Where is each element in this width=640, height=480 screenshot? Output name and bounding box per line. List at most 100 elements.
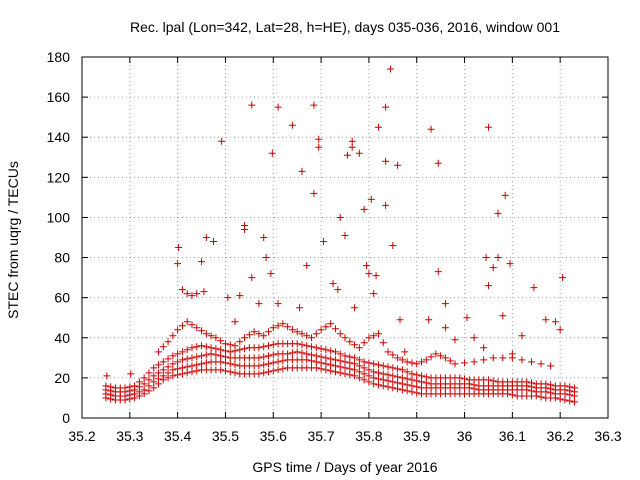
y-axis-ticks: 0 20 40 60 80 100 120 140 160 180: [47, 49, 608, 426]
data-point: [267, 270, 275, 278]
data-point: [310, 101, 318, 109]
data-point: [556, 326, 564, 334]
data-point: [198, 352, 206, 360]
data-point: [155, 348, 163, 356]
data-point: [231, 361, 239, 369]
data-point: [360, 358, 368, 366]
data-point: [198, 360, 206, 368]
data-point: [413, 360, 421, 368]
data-point: [264, 360, 272, 368]
data-point: [418, 372, 426, 380]
x-tick-label: 35.4: [164, 428, 191, 444]
data-point: [394, 354, 402, 362]
data-point: [348, 143, 356, 151]
data-point: [274, 358, 282, 366]
data-point: [499, 312, 507, 320]
data-point: [193, 353, 201, 361]
data-point: [269, 351, 277, 359]
data-point: [260, 369, 268, 377]
data-point: [355, 356, 363, 364]
data-point: [298, 341, 306, 349]
data-point: [140, 386, 148, 394]
x-tick-label: 35.7: [307, 428, 334, 444]
data-point: [341, 364, 349, 372]
x-tick-label: 36: [457, 428, 473, 444]
data-point: [379, 376, 387, 384]
data-point: [336, 350, 344, 358]
data-point: [174, 350, 182, 358]
data-point: [212, 334, 220, 342]
data-point: [518, 356, 526, 364]
data-point: [193, 361, 201, 369]
data-point: [566, 397, 574, 405]
data-point: [255, 300, 263, 308]
data-point: [231, 318, 239, 326]
data-point: [360, 205, 368, 213]
data-point: [260, 343, 268, 351]
data-point: [274, 103, 282, 111]
x-tick-label: 35.3: [116, 428, 143, 444]
data-point: [379, 362, 387, 370]
data-point: [226, 360, 234, 368]
data-point: [336, 357, 344, 365]
data-point: [327, 355, 335, 363]
data-point: [537, 360, 545, 368]
data-point: [403, 358, 411, 366]
data-point: [200, 288, 208, 296]
data-point: [169, 352, 177, 360]
data-point: [571, 398, 579, 406]
y-tick-label: 40: [54, 330, 70, 346]
x-tick-label: 36.1: [499, 428, 526, 444]
data-point: [461, 375, 469, 383]
data-point: [427, 353, 435, 361]
data-point: [183, 369, 191, 377]
data-point: [389, 372, 397, 380]
data-point: [389, 242, 397, 250]
data-point: [413, 371, 421, 379]
chart-title: Rec. lpal (Lon=342, Lat=28, h=HE), days …: [130, 19, 560, 35]
data-point: [360, 364, 368, 372]
y-tick-label: 20: [54, 370, 70, 386]
data-point: [394, 379, 402, 387]
data-point: [236, 292, 244, 300]
data-point: [346, 353, 354, 361]
data-point: [293, 348, 301, 356]
data-point: [559, 274, 567, 282]
data-point: [384, 371, 392, 379]
data-point: [327, 347, 335, 355]
data-point: [437, 352, 445, 360]
data-point: [140, 380, 148, 388]
data-point: [188, 344, 196, 352]
data-point: [164, 369, 172, 377]
data-point: [269, 359, 277, 367]
data-point: [331, 356, 339, 364]
data-point: [279, 320, 287, 328]
data-point: [561, 382, 569, 390]
data-point: [365, 378, 373, 386]
data-point: [506, 260, 514, 268]
data-point: [341, 231, 349, 239]
data-point: [389, 364, 397, 372]
data-point: [210, 238, 217, 246]
data-point: [207, 350, 215, 358]
data-point: [389, 378, 397, 386]
data-point: [434, 159, 442, 167]
data-point: [310, 189, 318, 197]
data-point: [422, 373, 430, 381]
data-point: [571, 384, 579, 392]
data-point: [183, 318, 191, 326]
data-point: [379, 370, 387, 378]
data-point: [264, 328, 272, 336]
data-point: [327, 320, 335, 328]
data-point: [351, 366, 359, 374]
data-point: [255, 362, 263, 370]
data-point: [394, 373, 402, 381]
data-point: [135, 378, 143, 386]
data-point: [212, 345, 220, 353]
data-point: [365, 334, 373, 342]
data-point: [150, 384, 158, 392]
data-point: [355, 374, 363, 382]
data-point: [408, 376, 416, 384]
data-point: [303, 350, 311, 358]
data-point: [494, 254, 502, 262]
